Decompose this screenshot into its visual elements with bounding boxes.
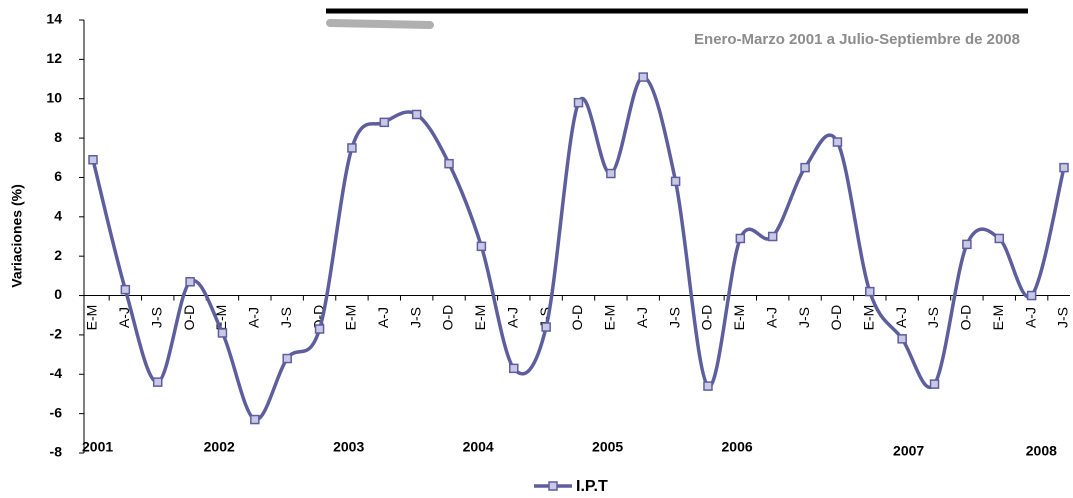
x-tick-label: E-M <box>472 305 488 331</box>
point <box>444 158 454 169</box>
point <box>509 363 519 374</box>
series-line <box>91 75 1066 422</box>
y-tick-label: 4 <box>54 208 62 224</box>
point <box>929 379 940 389</box>
point <box>606 168 616 179</box>
year-label: 2005 <box>592 439 623 455</box>
x-tick-label: E-M <box>602 305 618 331</box>
point <box>411 109 422 120</box>
year-label: 2003 <box>333 439 364 455</box>
x-tick-label: E-M <box>861 305 877 331</box>
point <box>541 322 551 332</box>
x-tick-label: J-S <box>666 307 682 328</box>
x-tick-label: O-D <box>181 305 197 331</box>
point <box>703 381 713 391</box>
point <box>832 137 843 147</box>
y-tick-label: 2 <box>54 247 62 263</box>
x-tick-label: J-S <box>278 307 294 328</box>
y-tick-label: -6 <box>50 404 63 420</box>
year-label: 2007 <box>893 443 924 459</box>
x-tick-label: A-J <box>375 307 391 328</box>
point <box>152 377 163 387</box>
y-tick-label: -2 <box>50 326 63 342</box>
x-tick-label: E-M <box>84 305 100 331</box>
x-tick-label: E-M <box>990 305 1006 331</box>
y-tick-label: 6 <box>54 168 62 184</box>
point <box>962 239 972 250</box>
point <box>88 154 98 165</box>
y-axis-label: Variaciones (%) <box>9 184 25 288</box>
x-tick-label: O-D <box>699 305 715 331</box>
point <box>897 334 907 344</box>
x-tick-label: O-D <box>958 305 974 331</box>
y-tick-label: 8 <box>54 129 62 145</box>
x-tick-label: J-S <box>925 307 941 328</box>
point <box>250 414 260 425</box>
point <box>476 241 487 252</box>
y-tick-label: 12 <box>46 50 62 66</box>
y-tick-label: -8 <box>50 444 63 460</box>
x-tick-label: J-S <box>796 307 812 328</box>
y-tick-label: 10 <box>46 89 62 105</box>
point <box>314 324 325 334</box>
x-tick-label: O-D <box>440 305 456 331</box>
x-tick-label: E-M <box>343 305 359 331</box>
point <box>638 72 648 82</box>
year-label: 2008 <box>1026 443 1057 459</box>
point <box>800 162 810 173</box>
x-tick-label: O-D <box>828 305 844 331</box>
x-tick-label: A-J <box>763 307 779 328</box>
point <box>185 277 195 287</box>
x-tick-label: A-J <box>1022 307 1038 328</box>
x-tick-label: O-D <box>569 305 585 331</box>
x-tick-label: J-S <box>1055 307 1071 328</box>
x-tick-label: A-J <box>634 307 650 328</box>
y-tick-label: 0 <box>54 286 62 302</box>
x-tick-label: E-M <box>731 305 747 331</box>
point <box>120 284 131 295</box>
point <box>573 97 584 108</box>
point <box>379 117 390 128</box>
x-tick-label: J-S <box>148 307 164 328</box>
x-tick-label: J-S <box>407 307 423 328</box>
year-label: 2002 <box>204 439 235 455</box>
point <box>347 143 357 153</box>
decoration-bar <box>326 19 434 29</box>
point <box>670 176 681 187</box>
y-tick-label: 14 <box>46 11 62 27</box>
legend-marker <box>548 481 558 491</box>
year-label: 2006 <box>722 439 753 455</box>
y-tick-label: -4 <box>50 365 63 381</box>
subtitle: Enero-Marzo 2001 a Julio-Septiembre de 2… <box>694 31 1020 48</box>
point <box>1026 290 1037 301</box>
x-tick-label: A-J <box>116 307 132 328</box>
x-tick-label: A-J <box>504 307 520 328</box>
year-label: 2001 <box>82 439 113 455</box>
year-label: 2004 <box>463 439 494 455</box>
x-tick-label: A-J <box>893 307 909 328</box>
point <box>994 233 1005 244</box>
point <box>217 328 228 338</box>
point <box>865 286 875 297</box>
point <box>1059 162 1069 173</box>
point <box>767 231 778 242</box>
x-tick-label: A-J <box>246 307 262 328</box>
point <box>735 233 746 244</box>
legend-label: I.P.T <box>576 478 608 495</box>
point <box>282 353 292 364</box>
